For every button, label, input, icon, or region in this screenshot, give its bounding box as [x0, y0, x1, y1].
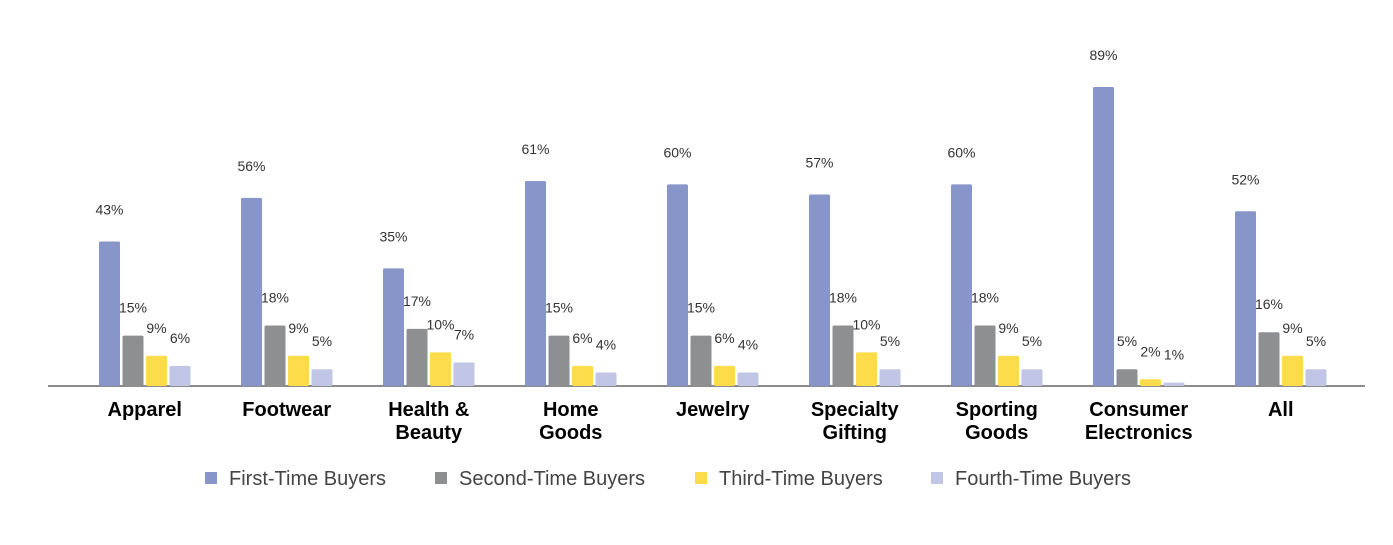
data-label: 9%	[1282, 320, 1302, 336]
data-label: 18%	[829, 290, 857, 306]
category-label: Electronics	[1085, 422, 1193, 444]
data-label: 9%	[998, 320, 1018, 336]
bar	[856, 352, 877, 386]
legend-label: Second-Time Buyers	[459, 468, 645, 490]
legend-label: Third-Time Buyers	[719, 468, 883, 490]
data-label: 1%	[1164, 347, 1184, 363]
bar	[1235, 211, 1256, 386]
data-label: 60%	[663, 144, 691, 160]
data-label: 89%	[1089, 47, 1117, 63]
data-label: 52%	[1231, 171, 1259, 187]
data-label: 7%	[454, 326, 474, 342]
category-label: All	[1268, 399, 1294, 421]
bar	[1021, 369, 1043, 386]
bar	[1305, 369, 1327, 386]
bar	[667, 184, 688, 386]
category-label: Goods	[539, 422, 602, 444]
data-label: 57%	[805, 154, 833, 170]
category-label: Gifting	[823, 422, 887, 444]
data-label: 9%	[288, 320, 308, 336]
legend-label: First-Time Buyers	[229, 468, 386, 490]
legend-swatch	[931, 472, 943, 484]
data-label: 10%	[852, 316, 880, 332]
bar	[406, 328, 428, 386]
bar	[879, 369, 901, 386]
bar	[430, 352, 451, 386]
data-label: 16%	[1255, 296, 1283, 312]
data-label: 5%	[312, 333, 332, 349]
bar	[690, 335, 712, 386]
bar	[737, 372, 759, 386]
bar	[1282, 355, 1303, 386]
bar	[974, 325, 996, 386]
bar	[99, 241, 120, 386]
bar	[572, 365, 593, 386]
bar	[241, 197, 262, 386]
legend-swatch	[205, 472, 217, 484]
data-label: 4%	[738, 337, 758, 353]
data-label: 4%	[596, 337, 616, 353]
bar	[264, 325, 286, 386]
data-label: 61%	[521, 141, 549, 157]
category-label: Specialty	[811, 399, 900, 421]
legend-swatch	[695, 472, 707, 484]
bar	[169, 365, 191, 386]
bar	[453, 362, 475, 386]
category-label: Sporting	[956, 399, 1038, 421]
category-label: Jewelry	[676, 399, 750, 421]
data-label: 15%	[687, 300, 715, 316]
data-label: 6%	[170, 330, 190, 346]
bar	[998, 355, 1019, 386]
data-label: 35%	[379, 228, 407, 244]
bar	[548, 335, 570, 386]
data-label: 15%	[545, 300, 573, 316]
bar	[809, 194, 830, 386]
data-label: 56%	[237, 158, 265, 174]
bar	[595, 372, 617, 386]
bar	[383, 268, 404, 386]
bar	[1163, 382, 1185, 386]
data-label: 60%	[947, 144, 975, 160]
legend-label: Fourth-Time Buyers	[955, 468, 1131, 490]
data-label: 5%	[880, 333, 900, 349]
bar	[832, 325, 854, 386]
data-label: 9%	[146, 320, 166, 336]
data-label: 6%	[572, 330, 592, 346]
legend-swatch	[435, 472, 447, 484]
bar	[1093, 86, 1114, 387]
category-label: Goods	[965, 422, 1028, 444]
bar	[714, 365, 735, 386]
data-label: 18%	[261, 290, 289, 306]
data-label: 6%	[714, 330, 734, 346]
data-label: 2%	[1140, 343, 1160, 359]
data-label: 15%	[119, 300, 147, 316]
data-label: 5%	[1022, 333, 1042, 349]
bar	[1140, 379, 1161, 386]
category-label: Footwear	[242, 399, 331, 421]
category-label: Home	[543, 399, 599, 421]
bar	[146, 355, 167, 386]
bar	[311, 369, 333, 386]
bar	[122, 335, 144, 386]
data-label: 5%	[1117, 333, 1137, 349]
category-label: Consumer	[1089, 399, 1188, 421]
bar	[951, 184, 972, 386]
data-label: 18%	[971, 290, 999, 306]
data-label: 17%	[403, 293, 431, 309]
bar	[525, 181, 546, 386]
bar	[1258, 332, 1280, 386]
data-label: 5%	[1306, 333, 1326, 349]
data-label: 10%	[426, 316, 454, 332]
category-label: Health &	[388, 399, 469, 421]
bar	[288, 355, 309, 386]
data-label: 43%	[95, 202, 123, 218]
category-label: Apparel	[108, 399, 182, 421]
bar	[1116, 369, 1138, 386]
category-label: Beauty	[395, 422, 463, 444]
